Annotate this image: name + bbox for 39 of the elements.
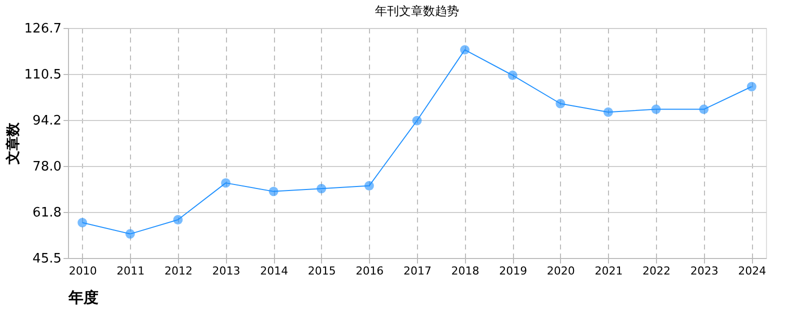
y-tick-label: 110.5 xyxy=(24,67,62,82)
point xyxy=(746,82,756,92)
point xyxy=(460,45,470,55)
point xyxy=(651,104,661,114)
x-tick-label: 2010 xyxy=(68,264,97,278)
x-tick-label: 2023 xyxy=(690,264,718,278)
x-tick-label: 2015 xyxy=(308,264,336,278)
x-tick-label: 2011 xyxy=(116,264,145,278)
y-tick-label: 78.0 xyxy=(32,159,62,174)
y-axis-title: 文章数 xyxy=(4,122,22,166)
y-tick-label: 45.5 xyxy=(32,252,62,266)
x-tick-label: 2013 xyxy=(212,264,240,278)
point xyxy=(412,116,422,126)
point xyxy=(125,229,135,239)
point xyxy=(268,186,278,196)
point xyxy=(78,218,88,228)
x-tick-label: 2016 xyxy=(356,264,384,278)
x-tick-label: 2018 xyxy=(451,264,480,278)
x-tick-label: 2012 xyxy=(164,264,192,278)
chart-title: 年刊文章数趋势 xyxy=(375,4,459,18)
point xyxy=(173,215,183,224)
point xyxy=(556,98,566,108)
x-tick-label: 2017 xyxy=(404,264,432,278)
point xyxy=(364,181,374,191)
y-tick-label: 94.2 xyxy=(32,114,62,129)
point xyxy=(699,104,709,114)
x-tick-label: 2019 xyxy=(499,264,528,278)
point xyxy=(221,178,231,188)
point xyxy=(603,107,613,117)
x-tick-label: 2020 xyxy=(546,264,575,278)
x-tick-label: 2024 xyxy=(738,264,766,278)
x-axis-title: 年度 xyxy=(68,288,98,306)
y-tick-label: 61.8 xyxy=(32,205,62,220)
x-tick-label: 2022 xyxy=(642,264,671,278)
y-tick-label: 126.7 xyxy=(24,22,62,36)
point xyxy=(316,184,326,194)
point xyxy=(508,70,518,80)
x-tick-label: 2021 xyxy=(594,264,623,278)
x-tick-label: 2014 xyxy=(260,264,288,278)
